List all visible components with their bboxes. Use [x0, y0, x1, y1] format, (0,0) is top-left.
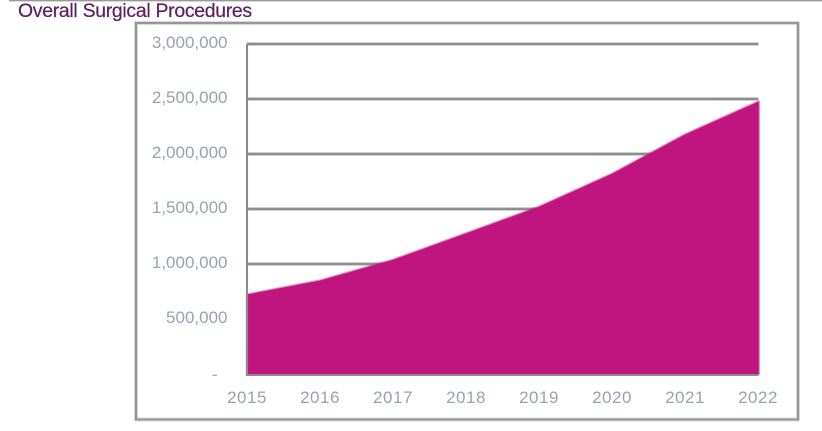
svg-text:3,000,000: 3,000,000 [152, 33, 228, 52]
svg-text:-: - [212, 365, 218, 384]
svg-text:1,000,000: 1,000,000 [152, 253, 228, 272]
svg-text:2017: 2017 [373, 388, 413, 407]
svg-text:2016: 2016 [300, 388, 340, 407]
svg-text:2022: 2022 [738, 388, 778, 407]
svg-text:2021: 2021 [665, 388, 705, 407]
svg-text:500,000: 500,000 [166, 308, 227, 327]
svg-text:2018: 2018 [446, 388, 486, 407]
svg-text:2,000,000: 2,000,000 [152, 143, 228, 162]
svg-text:1,500,000: 1,500,000 [152, 198, 228, 217]
svg-text:2020: 2020 [592, 388, 632, 407]
svg-text:2,500,000: 2,500,000 [152, 88, 228, 107]
svg-text:2015: 2015 [227, 388, 267, 407]
svg-text:2019: 2019 [519, 388, 559, 407]
